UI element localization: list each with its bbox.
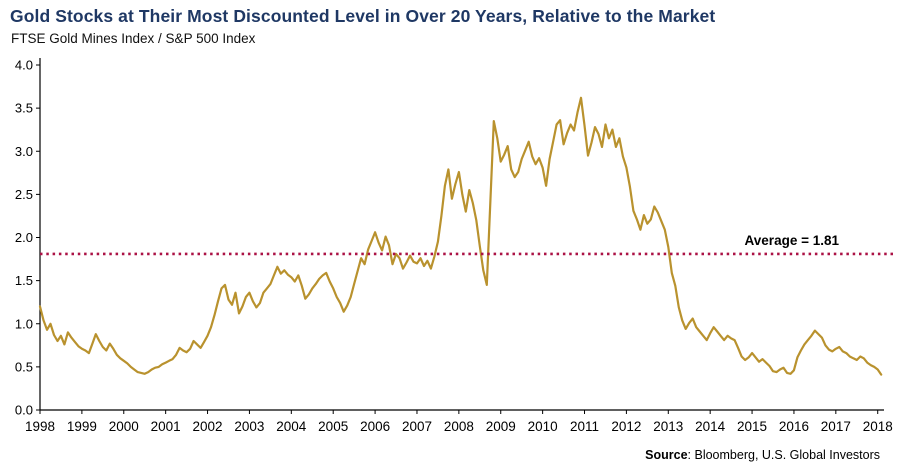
- x-axis-label: 2007: [402, 419, 432, 434]
- source-label: Source: [645, 448, 688, 462]
- x-axis-label: 2010: [528, 419, 558, 434]
- x-axis-label: 2017: [821, 419, 851, 434]
- line-chart-plot: 0.0 0.5 1.0 1.5 2.0 2.5 3.0 3.5 4.0 1998 1999 2000 2…: [15, 58, 893, 434]
- x-axis-label: 2008: [444, 419, 474, 434]
- source-note: Source: Bloomberg, U.S. Global Investors: [645, 448, 880, 462]
- x-axis-label: 2012: [611, 419, 641, 434]
- y-axis-label: 0.0: [15, 403, 33, 418]
- y-axis-label: 1.0: [15, 316, 33, 331]
- average-label: Average = 1.81: [745, 233, 840, 248]
- x-axis-label: 2001: [151, 419, 181, 434]
- x-axis-label: 2011: [570, 419, 599, 434]
- x-axis-label: 2013: [653, 419, 683, 434]
- x-axis-label: 1999: [67, 419, 97, 434]
- x-axis-label: 2003: [234, 419, 264, 434]
- series-line: [38, 96, 883, 376]
- x-axis-label: 2018: [863, 419, 893, 434]
- x-axis-label: 1998: [25, 419, 55, 434]
- y-axis-label: 2.0: [15, 230, 33, 245]
- x-axis-label: 2016: [779, 419, 809, 434]
- y-axis-label: 2.5: [15, 187, 33, 202]
- x-axis-label: 2004: [276, 419, 307, 434]
- y-axis-label: 3.5: [15, 101, 33, 116]
- y-axis-label: 4.0: [15, 58, 33, 73]
- source-text: : Bloomberg, U.S. Global Investors: [687, 448, 880, 462]
- x-axis-label: 2015: [737, 419, 767, 434]
- y-axis-label: 0.5: [15, 359, 33, 374]
- x-axis-label: 2000: [109, 419, 139, 434]
- x-axis-label: 2009: [486, 419, 516, 434]
- chart-title: Gold Stocks at Their Most Discounted Lev…: [10, 6, 716, 26]
- chart-subtitle: FTSE Gold Mines Index / S&P 500 Index: [11, 31, 256, 46]
- x-axis-label: 2006: [360, 419, 390, 434]
- x-axis-label: 2005: [318, 419, 348, 434]
- y-axis-label: 1.5: [15, 273, 33, 288]
- x-axis-label: 2014: [695, 419, 726, 434]
- y-axis-label: 3.0: [15, 144, 33, 159]
- x-axis-label: 2002: [193, 419, 223, 434]
